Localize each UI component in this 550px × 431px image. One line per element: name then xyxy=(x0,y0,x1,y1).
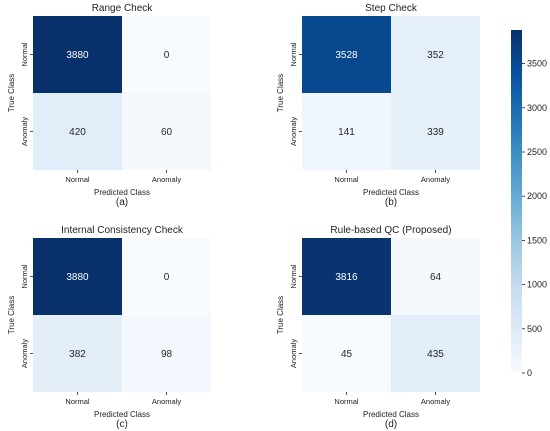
colorbar-tick-label: 3500 xyxy=(527,59,547,69)
panel-title: Rule-based QC (Proposed) xyxy=(330,225,451,236)
colorbar-tick-label: 500 xyxy=(527,324,542,334)
heatmap-cell xyxy=(302,315,391,392)
y-axis-label: True Class xyxy=(7,296,16,334)
y-axis-label: True Class xyxy=(7,74,16,112)
y-axis-label: True Class xyxy=(276,296,285,334)
cell-value-label: 3880 xyxy=(66,272,89,283)
cell-value-label: 64 xyxy=(430,272,442,283)
cell-value-label: 98 xyxy=(161,349,173,360)
y-tick-label: Normal xyxy=(20,42,29,67)
heatmap-cell xyxy=(391,315,480,392)
cell-value-label: 339 xyxy=(427,127,444,138)
heatmap-cell xyxy=(302,16,391,93)
x-tick-label: Anomaly xyxy=(152,397,181,406)
heatmap-cell xyxy=(122,315,211,392)
cell-value-label: 3816 xyxy=(335,272,358,283)
cell-value-label: 0 xyxy=(164,272,170,283)
y-axis-label: True Class xyxy=(276,74,285,112)
x-tick-label: Normal xyxy=(334,397,359,406)
heatmap-cell xyxy=(302,93,391,170)
x-axis-label: Predicted Class xyxy=(363,410,419,419)
heatmap-cell xyxy=(33,238,122,315)
panel-caption: (d) xyxy=(385,419,397,430)
panel-title: Step Check xyxy=(365,3,418,14)
heatmap-cell xyxy=(33,93,122,170)
x-axis-label: Predicted Class xyxy=(94,410,150,419)
y-tick-label: Anomaly xyxy=(20,339,29,368)
y-tick-label: Anomaly xyxy=(289,339,298,368)
y-tick-label: Normal xyxy=(289,42,298,67)
heatmap-cell xyxy=(391,93,480,170)
x-tick-label: Anomaly xyxy=(421,397,450,406)
heatmap-cell xyxy=(122,93,211,170)
heatmap-cell xyxy=(33,315,122,392)
cell-value-label: 382 xyxy=(69,349,86,360)
panel-title: Internal Consistency Check xyxy=(61,225,184,236)
cell-value-label: 0 xyxy=(164,50,170,61)
colorbar-tick-label: 2500 xyxy=(527,147,547,157)
panel-title: Range Check xyxy=(92,3,154,14)
cell-value-label: 435 xyxy=(427,349,444,360)
cell-value-label: 3528 xyxy=(335,50,358,61)
cell-value-label: 45 xyxy=(341,349,353,360)
x-tick-label: Anomaly xyxy=(152,175,181,184)
x-axis-label: Predicted Class xyxy=(363,188,419,197)
cell-value-label: 60 xyxy=(161,127,173,138)
y-tick-label: Anomaly xyxy=(20,117,29,146)
cell-value-label: 3880 xyxy=(66,50,89,61)
colorbar-tick-label: 1000 xyxy=(527,280,547,290)
x-axis-label: Predicted Class xyxy=(94,188,150,197)
y-tick-label: Anomaly xyxy=(289,117,298,146)
colorbar-tick-label: 1500 xyxy=(527,235,547,245)
heatmap-cell xyxy=(391,238,480,315)
x-tick-label: Anomaly xyxy=(421,175,450,184)
colorbar-tick-label: 0 xyxy=(527,368,532,378)
x-tick-label: Normal xyxy=(334,175,359,184)
y-tick-label: Normal xyxy=(20,264,29,289)
heatmap-cell xyxy=(302,238,391,315)
panel-caption: (b) xyxy=(385,197,397,208)
panel-caption: (c) xyxy=(116,419,128,430)
y-tick-label: Normal xyxy=(289,264,298,289)
x-tick-label: Normal xyxy=(65,175,90,184)
heatmap-cell xyxy=(33,16,122,93)
panel-caption: (a) xyxy=(116,197,128,208)
heatmap-cell xyxy=(122,16,211,93)
cell-value-label: 352 xyxy=(427,50,444,61)
cell-value-label: 420 xyxy=(69,127,86,138)
cell-value-label: 141 xyxy=(338,127,355,138)
x-tick-label: Normal xyxy=(65,397,90,406)
heatmap-cell xyxy=(391,16,480,93)
heatmap-cell xyxy=(122,238,211,315)
colorbar-tick-label: 3000 xyxy=(527,103,547,113)
colorbar xyxy=(511,30,522,373)
colorbar-tick-label: 2000 xyxy=(527,191,547,201)
